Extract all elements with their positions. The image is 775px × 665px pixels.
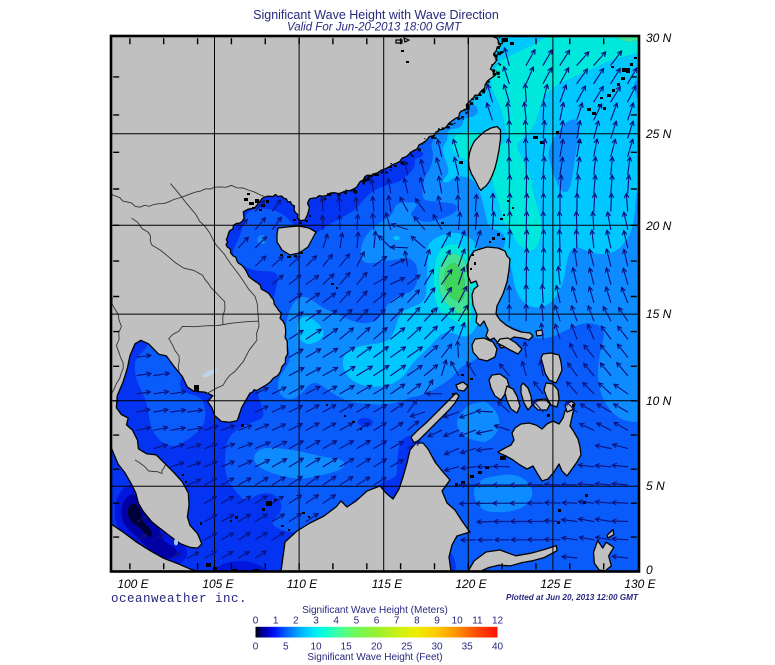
svg-text:15 N: 15 N bbox=[646, 307, 672, 321]
svg-text:Valid For Jun-20-2013 18:00 GM: Valid For Jun-20-2013 18:00 GMT bbox=[287, 22, 462, 34]
svg-text:40: 40 bbox=[492, 642, 504, 653]
svg-text:25: 25 bbox=[401, 642, 413, 653]
svg-text:10: 10 bbox=[452, 616, 464, 627]
svg-text:oceanweather inc.: oceanweather inc. bbox=[111, 592, 247, 606]
svg-text:130 E: 130 E bbox=[624, 577, 656, 591]
svg-text:7: 7 bbox=[394, 616, 400, 627]
svg-text:4: 4 bbox=[333, 616, 339, 627]
svg-text:20: 20 bbox=[371, 642, 383, 653]
svg-text:0: 0 bbox=[253, 616, 259, 627]
svg-text:10 N: 10 N bbox=[646, 394, 672, 408]
svg-text:5: 5 bbox=[354, 616, 360, 627]
svg-text:10: 10 bbox=[310, 642, 322, 653]
svg-text:6: 6 bbox=[374, 616, 380, 627]
svg-text:5 N: 5 N bbox=[646, 479, 665, 493]
svg-text:105 E: 105 E bbox=[202, 577, 234, 591]
svg-text:11: 11 bbox=[472, 616, 483, 627]
svg-text:1: 1 bbox=[273, 616, 279, 627]
svg-text:30 N: 30 N bbox=[646, 31, 672, 45]
svg-text:20 N: 20 N bbox=[645, 219, 672, 233]
svg-text:2: 2 bbox=[293, 616, 299, 627]
svg-text:115 E: 115 E bbox=[372, 577, 403, 591]
svg-text:120 E: 120 E bbox=[455, 577, 487, 591]
svg-text:12: 12 bbox=[492, 616, 504, 627]
svg-text:8: 8 bbox=[414, 616, 420, 627]
svg-text:0: 0 bbox=[253, 642, 259, 653]
svg-text:0: 0 bbox=[646, 563, 653, 577]
svg-text:Significant Wave Height (Meter: Significant Wave Height (Meters) bbox=[302, 605, 448, 616]
svg-text:100 E: 100 E bbox=[117, 577, 149, 591]
svg-text:25 N: 25 N bbox=[645, 127, 672, 141]
svg-text:125 E: 125 E bbox=[540, 577, 572, 591]
svg-text:3: 3 bbox=[313, 616, 319, 627]
svg-text:35: 35 bbox=[462, 642, 474, 653]
svg-text:Plotted at Jun 20, 2013 12:00: Plotted at Jun 20, 2013 12:00 GMT bbox=[506, 593, 639, 602]
svg-text:Significant Wave Height (Feet): Significant Wave Height (Feet) bbox=[307, 652, 442, 663]
svg-text:30: 30 bbox=[431, 642, 443, 653]
svg-text:9: 9 bbox=[434, 616, 440, 627]
svg-text:110 E: 110 E bbox=[287, 577, 318, 591]
svg-text:Significant Wave Height with W: Significant Wave Height with Wave Direct… bbox=[253, 8, 499, 22]
svg-text:15: 15 bbox=[341, 642, 353, 653]
svg-text:5: 5 bbox=[283, 642, 289, 653]
